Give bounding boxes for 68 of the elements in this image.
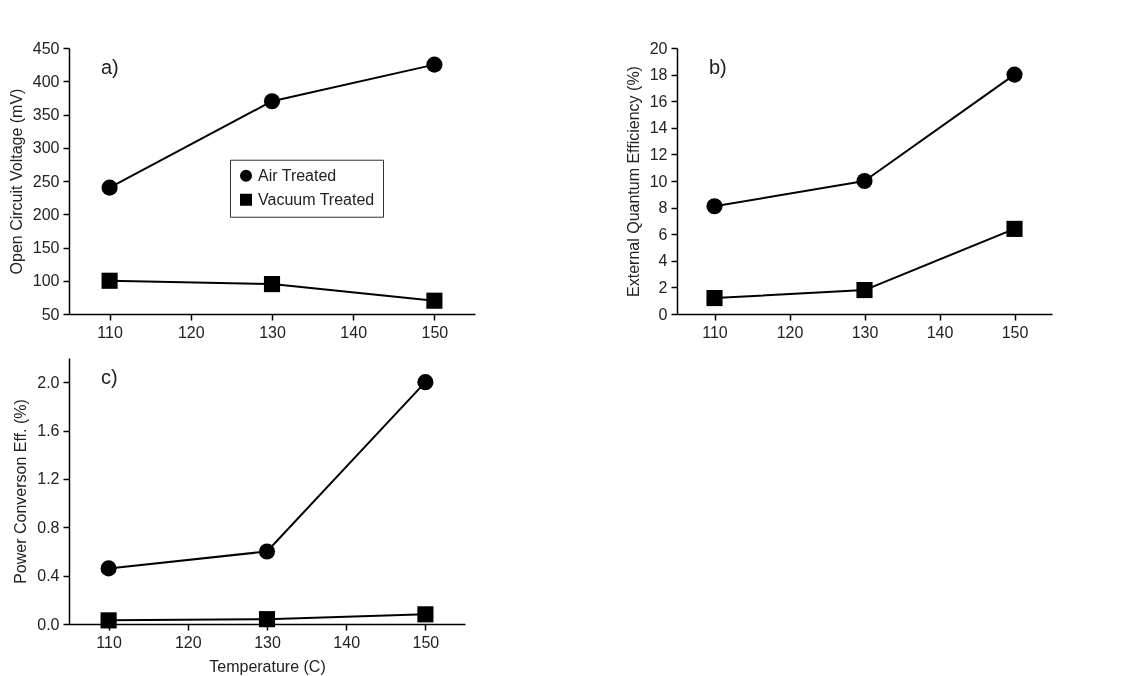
y-tick-label: 50 [41, 305, 60, 323]
y-tick-label: 12 [649, 145, 668, 163]
y-tick-label: 0.8 [37, 518, 60, 536]
y-axis-title: Open Circuit Voltage (mV) [7, 88, 25, 275]
y-tick-label: 14 [649, 119, 668, 137]
y-axis-title: Power Converson Eff. (%) [12, 399, 30, 584]
point [101, 179, 118, 196]
y-tick-label: 100 [32, 272, 60, 290]
point [101, 272, 118, 289]
x-tick-label: 110 [96, 633, 122, 651]
point [1006, 66, 1023, 83]
y-tick-label: 200 [32, 205, 60, 223]
x-tick-label: 110 [702, 323, 728, 341]
point [856, 282, 873, 299]
y-tick-label: 1.2 [37, 470, 60, 488]
y-tick-label: 6 [658, 225, 668, 243]
y-tick-label: 450 [32, 39, 60, 57]
y-tick-label: 350 [32, 106, 60, 123]
x-tick-label: 120 [776, 323, 804, 341]
legend-label: Vacuum Treated [258, 190, 375, 208]
y-tick-label: 8 [658, 199, 668, 217]
x-tick-label: 120 [174, 633, 202, 651]
x-tick-label: 150 [421, 323, 449, 341]
point [426, 292, 443, 309]
point [417, 374, 434, 391]
x-tick-label: 130 [259, 323, 286, 341]
x-tick-label: 130 [254, 633, 281, 651]
y-tick-label: 300 [32, 139, 60, 157]
y-tick-label: 250 [32, 172, 60, 190]
x-axis-title: Temperature (C) [209, 657, 326, 675]
point [706, 198, 723, 215]
point [856, 172, 873, 190]
y-tick-label: 18 [649, 66, 668, 84]
point [100, 612, 117, 629]
y-tick-label: 4 [658, 252, 668, 270]
point [263, 93, 281, 110]
y-tick-label: 10 [649, 172, 668, 190]
point [258, 543, 276, 560]
y-axis-title: External Quantum Efficiency (%) [624, 66, 642, 297]
y-tick-label: 2 [658, 278, 668, 296]
annotation: a) [101, 56, 119, 78]
annotation: b) [709, 56, 727, 78]
y-tick-label: 16 [649, 92, 668, 110]
point [100, 560, 117, 577]
point [1006, 220, 1023, 237]
y-tick-label: 2.0 [37, 373, 60, 391]
x-tick-label: 130 [851, 323, 879, 341]
x-tick-label: 150 [412, 633, 440, 651]
y-tick-label: 0.0 [37, 615, 60, 633]
x-tick-label: 140 [333, 633, 361, 651]
x-tick-label: 110 [97, 323, 123, 341]
y-tick-label: 150 [32, 239, 60, 256]
point [426, 56, 443, 73]
y-tick-label: 0 [658, 305, 668, 323]
x-tick-label: 140 [340, 323, 368, 341]
y-tick-label: 0.4 [37, 567, 60, 585]
x-tick-label: 150 [1001, 323, 1029, 341]
legend-label: Air Treated [258, 166, 337, 184]
x-tick-label: 140 [926, 323, 954, 341]
point [706, 289, 723, 307]
y-tick-label: 1.6 [37, 422, 60, 440]
point [258, 611, 276, 628]
annotation: c) [101, 366, 118, 388]
y-tick-label: 20 [649, 39, 668, 57]
x-tick-label: 120 [177, 323, 205, 341]
y-tick-label: 400 [32, 72, 60, 90]
point [417, 606, 434, 623]
point [263, 276, 281, 293]
